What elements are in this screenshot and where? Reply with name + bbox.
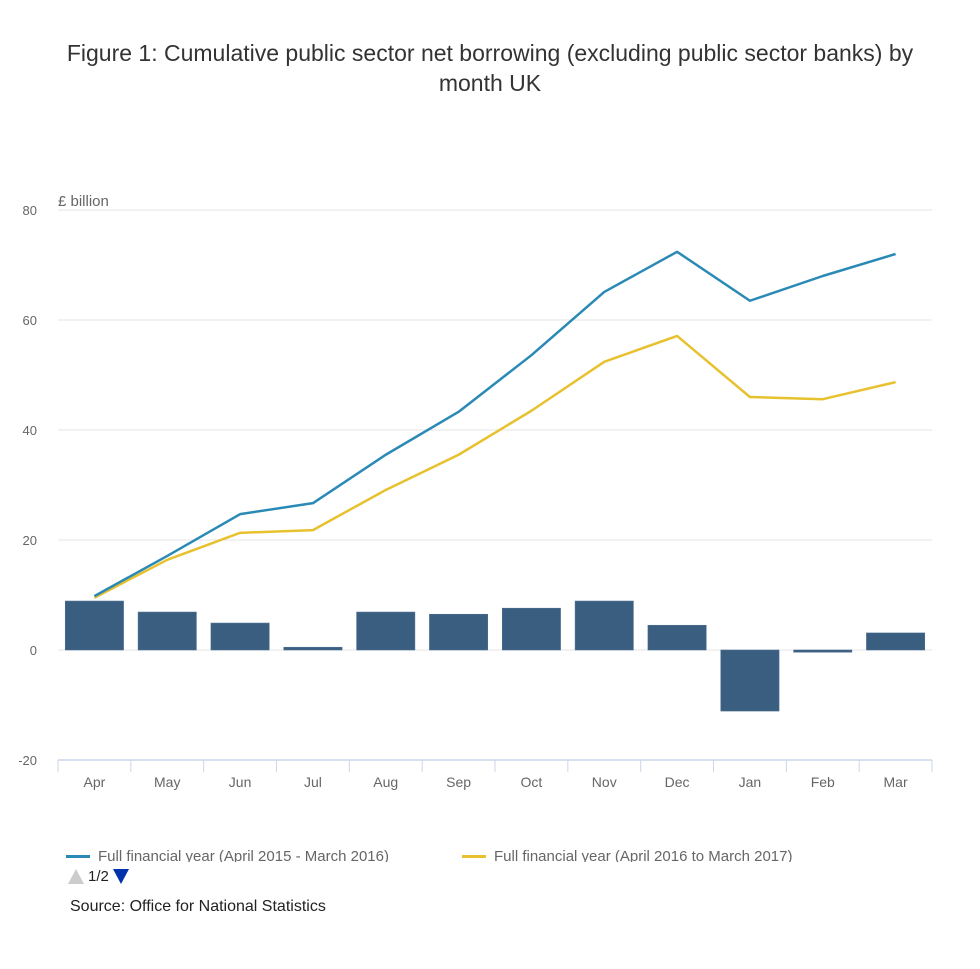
x-tick-label: Oct bbox=[521, 774, 543, 790]
bar-oct[interactable] bbox=[501, 607, 561, 651]
bar-jul[interactable] bbox=[283, 646, 343, 651]
legend-page-down-icon[interactable] bbox=[112, 869, 129, 884]
source-note: Source: Office for National Statistics bbox=[70, 898, 326, 915]
y-tick-label: 60 bbox=[23, 313, 37, 328]
x-tick-label: Apr bbox=[84, 774, 106, 790]
legend-label-2016-17: Full financial year (April 2016 to March… bbox=[494, 848, 793, 862]
x-tick-label: Dec bbox=[665, 774, 690, 790]
bar-apr[interactable] bbox=[64, 600, 124, 651]
x-tick-label: Nov bbox=[592, 774, 617, 790]
x-axis: Apr May Jun Jul Aug Sep Oct Nov Dec Jan Feb Mar bbox=[57, 759, 933, 790]
x-tick-label: Sep bbox=[446, 774, 471, 790]
bar-dec[interactable] bbox=[647, 624, 707, 651]
x-tick-label: May bbox=[154, 774, 180, 790]
line-series-2016-17[interactable] bbox=[93, 334, 896, 599]
y-tick-label: 0 bbox=[30, 643, 37, 658]
bar-sep[interactable] bbox=[429, 613, 489, 651]
bar-series bbox=[64, 600, 926, 712]
chart-title: Figure 1: Cumulative public sector net b… bbox=[66, 40, 914, 96]
bar-nov[interactable] bbox=[574, 600, 634, 651]
bar-mar[interactable] bbox=[866, 632, 926, 651]
y-tick-label: 20 bbox=[23, 533, 37, 548]
legend-item-2016-17[interactable]: Full financial year (April 2016 to March… bbox=[462, 848, 792, 862]
legend-swatch-2015-16 bbox=[66, 855, 90, 858]
legend: Full financial year (April 2015 - March … bbox=[66, 846, 946, 862]
y-tick-label: 80 bbox=[23, 203, 37, 218]
line-series bbox=[93, 250, 896, 599]
y-axis-label: £ billion bbox=[58, 193, 109, 210]
line-series-2015-16[interactable] bbox=[93, 250, 896, 598]
y-tick-label: -20 bbox=[18, 753, 37, 768]
legend-page-up-icon[interactable] bbox=[68, 869, 84, 884]
y-axis: 80 60 40 20 0 -20 bbox=[18, 203, 37, 768]
x-tick-label: Jul bbox=[304, 774, 322, 790]
x-tick-label: Mar bbox=[884, 774, 908, 790]
bar-jun[interactable] bbox=[210, 622, 270, 651]
y-tick-label: 40 bbox=[23, 423, 37, 438]
x-tick-label: Jun bbox=[229, 774, 252, 790]
legend-item-2015-16[interactable]: Full financial year (April 2015 - March … bbox=[66, 848, 389, 862]
x-tick-label: Feb bbox=[811, 774, 835, 790]
legend-label-2015-16: Full financial year (April 2015 - March … bbox=[98, 848, 389, 862]
legend-page-indicator: 1/2 bbox=[88, 868, 109, 885]
x-tick-label: Aug bbox=[373, 774, 398, 790]
gridlines bbox=[58, 209, 932, 651]
bar-feb[interactable] bbox=[793, 649, 853, 653]
x-tick-label: Jan bbox=[739, 774, 762, 790]
legend-pager: 1/2 bbox=[68, 868, 129, 885]
bar-aug[interactable] bbox=[356, 611, 416, 651]
bar-may[interactable] bbox=[137, 611, 197, 651]
legend-swatch-2016-17 bbox=[462, 855, 486, 858]
bar-jan[interactable] bbox=[720, 649, 780, 712]
